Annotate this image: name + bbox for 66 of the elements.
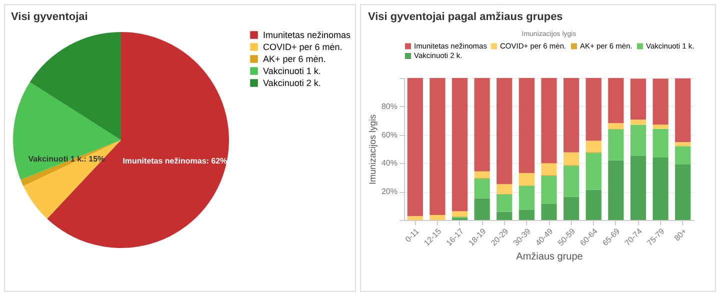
bar xyxy=(407,216,423,220)
bar xyxy=(586,190,602,220)
chart-title: Visi gyventojai pagal amžiaus grupes xyxy=(368,11,563,23)
bar xyxy=(608,123,624,129)
bar xyxy=(675,78,691,142)
bar xyxy=(652,124,668,129)
bar xyxy=(407,78,423,216)
bar xyxy=(564,166,580,197)
bar xyxy=(474,198,490,220)
bar xyxy=(474,171,490,178)
x-axis-title: Amžiaus grupe xyxy=(516,252,584,263)
bar xyxy=(608,78,624,124)
legend-label: AK+ per 6 mėn. xyxy=(263,54,326,64)
legend-label: Vakcinuoti 1 k. xyxy=(263,66,321,76)
y-axis-title: Imunizacijos lygis xyxy=(367,114,378,185)
y-tick-label: 20% xyxy=(381,187,398,196)
y-tick-label: 40% xyxy=(381,158,398,168)
bar xyxy=(541,163,557,175)
bar xyxy=(474,178,490,198)
bar xyxy=(630,120,646,125)
data-label: Imunitetas nežinomas: 62% xyxy=(122,156,228,166)
x-tick-label: 0-11 xyxy=(404,226,422,244)
pie-slice xyxy=(13,82,121,180)
bar xyxy=(518,78,534,173)
bar xyxy=(496,78,512,184)
bar xyxy=(496,194,512,212)
bar xyxy=(586,140,602,152)
legend-label: COVID+ per 6 mėn. xyxy=(263,42,342,52)
y-tick-label: 80% xyxy=(381,102,398,111)
bar xyxy=(675,142,691,146)
bar xyxy=(652,128,668,158)
bar xyxy=(518,186,534,210)
bar xyxy=(541,204,557,220)
bar xyxy=(430,78,446,216)
bar xyxy=(496,212,512,220)
bar xyxy=(541,176,557,204)
bar xyxy=(541,78,557,164)
legend-label: Imunitetas nežinomas xyxy=(263,30,352,40)
bar xyxy=(430,215,446,220)
chart-title: Visi gyventojai xyxy=(11,11,88,23)
pie-slice xyxy=(23,140,121,219)
bar xyxy=(518,173,534,186)
bar xyxy=(586,78,602,141)
pie-slice xyxy=(20,140,121,186)
x-tick-label: 80+ xyxy=(672,226,689,243)
bar xyxy=(630,124,646,156)
bar xyxy=(652,78,668,125)
bar xyxy=(630,156,646,220)
bar xyxy=(564,196,580,220)
bar xyxy=(452,78,468,212)
legend-label: Vakcinuoti 2 k. xyxy=(263,78,321,88)
bar xyxy=(675,164,691,220)
bar xyxy=(474,78,490,172)
bar xyxy=(608,129,624,160)
bar xyxy=(518,210,534,220)
bar xyxy=(630,78,646,120)
bar xyxy=(675,146,691,164)
bar xyxy=(452,211,468,216)
bar xyxy=(564,152,580,165)
bar xyxy=(586,152,602,190)
y-tick-label: 60% xyxy=(381,130,398,140)
pie-slice xyxy=(30,32,121,140)
bar xyxy=(496,184,512,194)
bar xyxy=(608,160,624,220)
bar xyxy=(652,158,668,220)
bar xyxy=(564,78,580,152)
